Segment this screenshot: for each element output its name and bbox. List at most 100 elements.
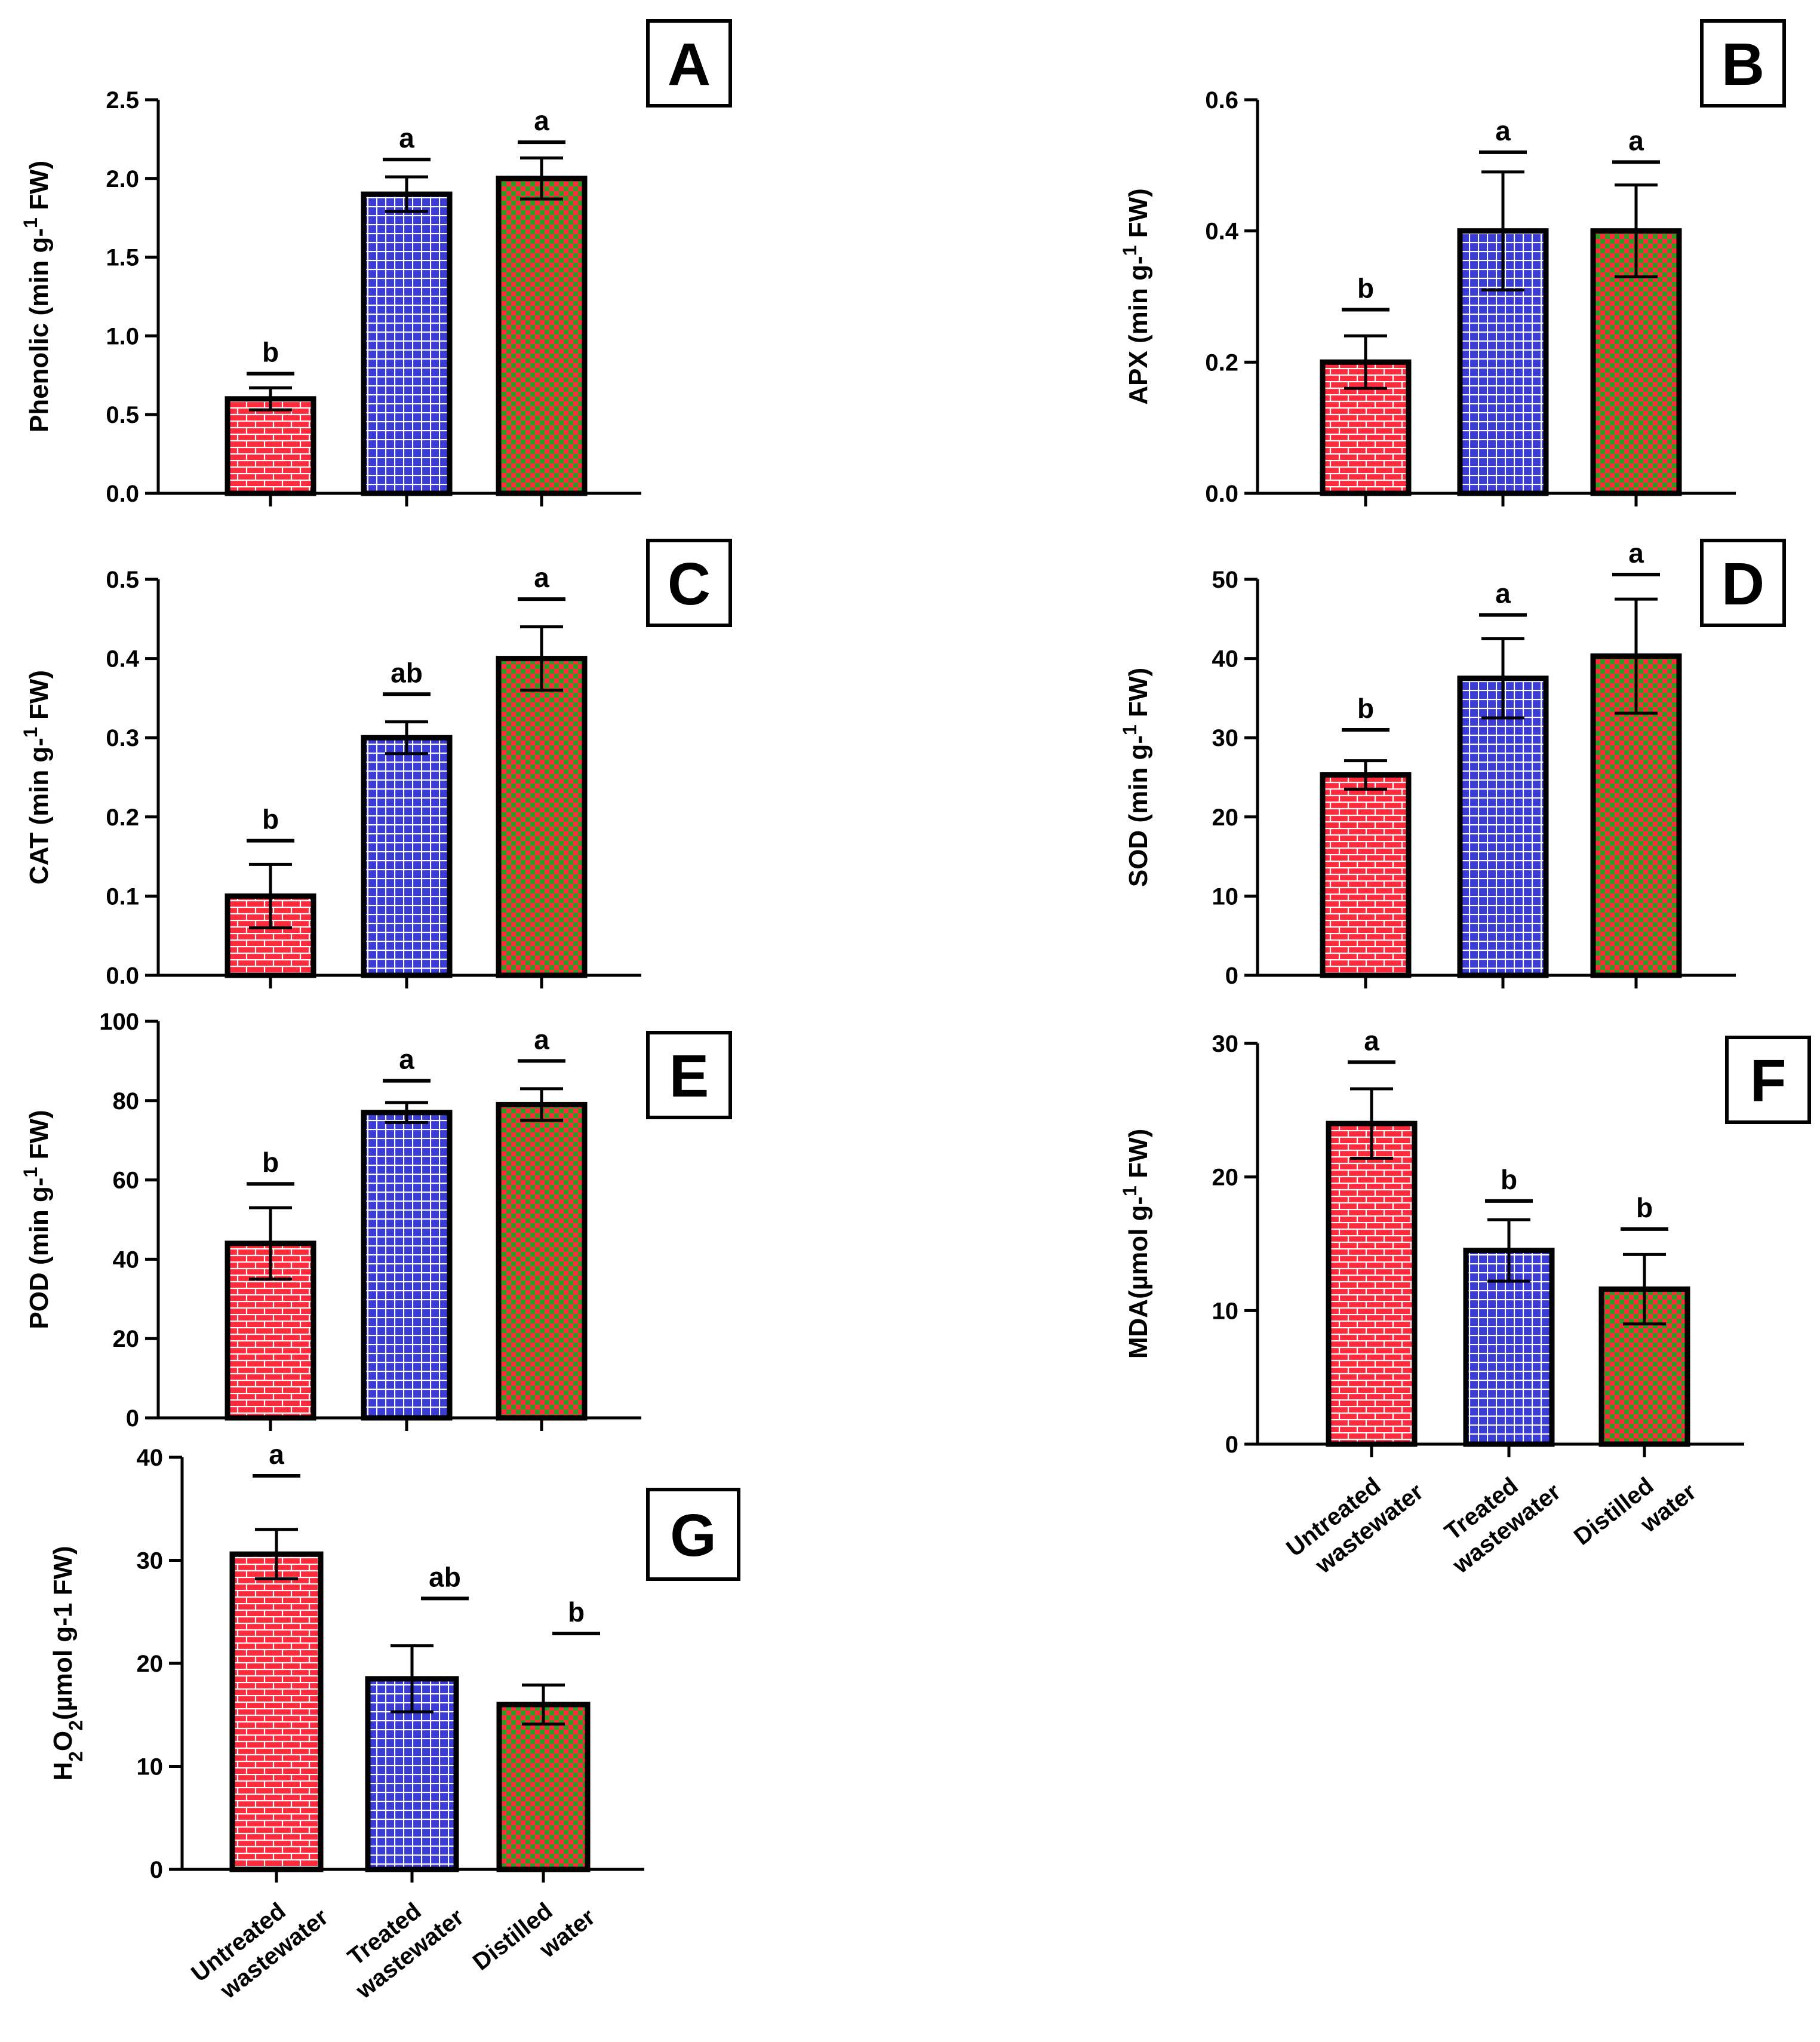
y-tick-label-b: 0.6 xyxy=(1205,87,1238,113)
sig-letter-a-3: a xyxy=(534,105,549,136)
error-bar-e-2 xyxy=(385,1101,428,1124)
y-axis-title-c: CAT (min g-1 FW) xyxy=(20,670,54,885)
error-bar-e-3 xyxy=(520,1087,563,1122)
bar-c-3 xyxy=(496,656,588,978)
error-bar-f-1 xyxy=(1350,1087,1393,1160)
y-axis-title-f: MDA(µmol g-1 FW) xyxy=(1119,1129,1153,1359)
error-bar-a-3 xyxy=(520,156,563,201)
y-tick-label-b: 0.4 xyxy=(1205,219,1238,245)
y-tick-label-g: 40 xyxy=(137,1445,164,1471)
panel-a: 0.0 0.5 1.0 1.5 2.0 2.5 Phenolic (min g-1 FW) b… xyxy=(20,19,732,507)
y-tick-label-e: 100 xyxy=(99,1009,139,1035)
y-tick-label-g: 0 xyxy=(150,1857,163,1883)
sig-letter-d-1: b xyxy=(1357,693,1374,724)
error-bar-c-2 xyxy=(385,720,428,756)
y-tick-label-d: 20 xyxy=(1212,804,1239,831)
bar-a-2 xyxy=(361,191,453,496)
panel-label-a: A xyxy=(668,31,711,98)
error-bar-a-2 xyxy=(385,175,428,213)
sig-letter-e-3: a xyxy=(534,1024,549,1055)
y-tick-label-b: 0.2 xyxy=(1205,349,1238,376)
sig-letter-b-3: a xyxy=(1628,125,1644,156)
y-tick-label-e: 20 xyxy=(113,1326,140,1352)
y-tick-label-g: 30 xyxy=(137,1548,164,1574)
y-tick-label-c: 0.4 xyxy=(106,646,139,673)
panel-label-box-d xyxy=(1700,539,1786,627)
y-tick-label-a: 2.0 xyxy=(106,166,139,192)
y-tick-label-e: 40 xyxy=(113,1246,140,1273)
panel-label-g: G xyxy=(670,1502,717,1569)
y-tick-label-g: 10 xyxy=(137,1754,164,1780)
error-bar-d-3 xyxy=(1615,597,1658,715)
y-tick-label-d: 0 xyxy=(1225,963,1238,989)
bar-g-1 xyxy=(229,1551,324,1872)
sig-letter-c-2: ab xyxy=(391,657,423,688)
error-bar-c-1 xyxy=(249,862,292,929)
y-tick-label-c: 0.2 xyxy=(106,804,139,831)
bar-e-2 xyxy=(361,1110,453,1421)
sig-letter-f-2: b xyxy=(1501,1164,1517,1195)
error-bar-b-3 xyxy=(1615,183,1658,279)
error-bar-f-3 xyxy=(1623,1252,1666,1326)
bar-f-2 xyxy=(1463,1248,1555,1447)
panel-label-e: E xyxy=(669,1043,709,1110)
y-tick-label-e: 60 xyxy=(113,1168,140,1194)
y-axis-title-b: APX (min g-1 FW) xyxy=(1119,188,1153,404)
error-bar-f-2 xyxy=(1487,1218,1530,1283)
y-tick-label-c: 0.0 xyxy=(106,963,139,989)
error-bar-a-1 xyxy=(249,386,292,412)
y-tick-label-d: 50 xyxy=(1212,567,1239,593)
y-tick-label-a: 0.0 xyxy=(106,481,139,507)
panel-label-box-g xyxy=(646,1488,740,1581)
error-bar-e-1 xyxy=(249,1206,292,1281)
y-tick-label-f: 30 xyxy=(1212,1031,1239,1057)
sig-letter-c-1: b xyxy=(262,804,279,835)
sig-letter-a-2: a xyxy=(399,122,414,153)
y-tick-label-a: 2.5 xyxy=(106,87,139,113)
sig-letter-b-1: b xyxy=(1357,272,1374,303)
panel-label-box-b xyxy=(1700,19,1786,108)
error-bar-b-1 xyxy=(1344,334,1387,390)
bar-f-1 xyxy=(1326,1120,1418,1447)
y-tick-label-c: 0.3 xyxy=(106,725,139,751)
sig-letter-f-3: b xyxy=(1636,1192,1653,1223)
y-tick-label-f: 20 xyxy=(1212,1165,1239,1191)
panel-label-box-f xyxy=(1725,1036,1811,1124)
y-tick-label-f: 0 xyxy=(1225,1432,1238,1458)
panel-label-f: F xyxy=(1750,1048,1786,1114)
panel-e: 0 20 40 60 80 100 POD (min g-1 FW) b a a E xyxy=(20,1009,732,1432)
panel-label-box-a xyxy=(646,19,732,108)
sig-letter-e-1: b xyxy=(262,1147,279,1178)
y-axis-title-d: SOD (min g-1 FW) xyxy=(1119,668,1153,887)
error-bar-d-1 xyxy=(1344,759,1387,791)
y-tick-label-c: 0.5 xyxy=(106,567,139,593)
panel-g: 0 10 20 30 40 H2O2(µmol g-1 FW) a Untreatedwast… xyxy=(48,1439,740,2004)
sig-letter-c-3: a xyxy=(534,562,549,593)
sig-letter-g-2: ab xyxy=(429,1561,461,1592)
bar-d-2 xyxy=(1457,675,1549,978)
sig-letter-g-3: b xyxy=(568,1596,585,1628)
sig-letter-f-1: a xyxy=(1364,1025,1379,1056)
y-tick-label-a: 0.5 xyxy=(106,402,139,428)
panel-label-b: B xyxy=(1721,31,1764,98)
panel-f: 0 10 20 30 MDA(µmol g-1 FW) a Untreatedwastewa… xyxy=(1119,1025,1811,1579)
sig-letter-g-1: a xyxy=(269,1439,284,1470)
panel-label-box-c xyxy=(646,539,732,627)
error-bar-g-2 xyxy=(391,1644,434,1714)
panel-label-box-e xyxy=(646,1031,732,1119)
panel-label-c: C xyxy=(668,551,711,618)
sig-letter-a-1: b xyxy=(262,337,279,368)
error-bar-d-2 xyxy=(1481,637,1524,720)
y-tick-label-a: 1.5 xyxy=(106,245,139,271)
sig-letter-d-3: a xyxy=(1628,538,1644,569)
y-tick-label-e: 80 xyxy=(113,1088,140,1114)
error-bar-c-3 xyxy=(520,625,563,692)
y-axis-title-a: Phenolic (min g-1 FW) xyxy=(20,161,54,432)
error-bar-g-1 xyxy=(255,1528,298,1581)
